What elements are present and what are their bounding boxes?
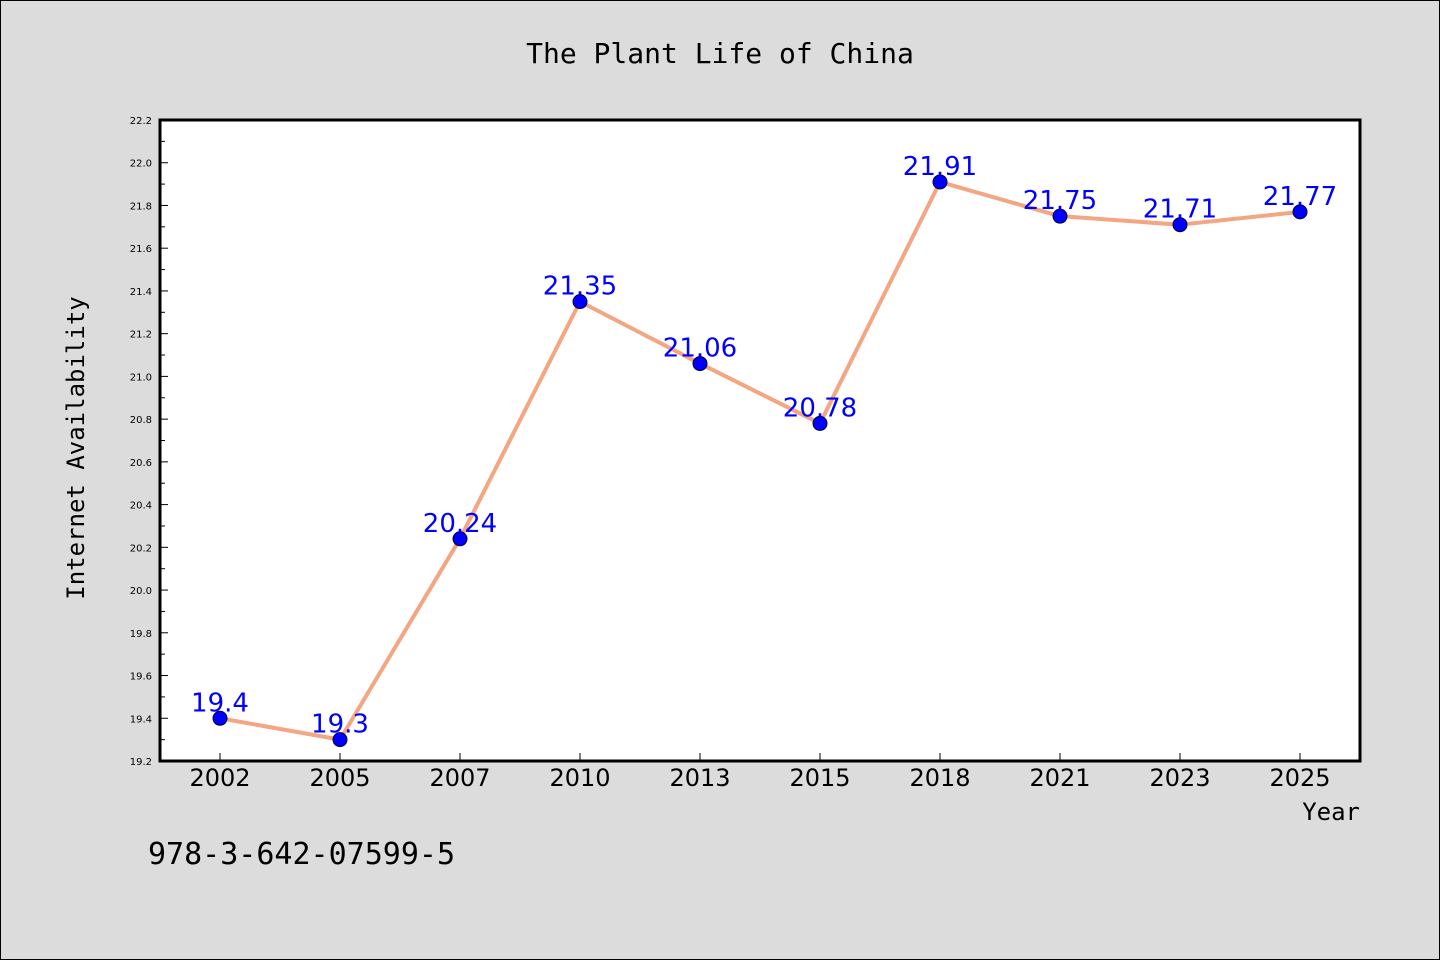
data-point (452, 531, 468, 547)
data-label: 21.35 (543, 272, 617, 302)
y-tick-label: 21.8 (130, 201, 152, 212)
x-tick-label: 2025 (1269, 764, 1330, 792)
y-tick-label: 21.6 (130, 244, 152, 255)
data-point (812, 415, 828, 431)
data-point (1292, 204, 1308, 220)
x-tick-label: 2018 (909, 764, 970, 792)
y-tick-label: 20.4 (130, 501, 152, 512)
x-tick-label: 2021 (1029, 764, 1090, 792)
y-axis-label: Internet Availability (62, 296, 90, 599)
y-tick-label: 20.0 (130, 586, 152, 597)
data-point (932, 174, 948, 190)
y-tick-label: 20.6 (130, 458, 152, 469)
y-tick-label: 20.2 (130, 543, 152, 554)
y-tick-label: 19.8 (130, 629, 152, 640)
data-label: 20.24 (423, 509, 497, 539)
series-line (218, 179, 1302, 742)
data-label: 20.78 (783, 393, 857, 423)
y-tick-label: 20.8 (130, 415, 152, 426)
y-tick-label: 22.2 (130, 116, 152, 127)
data-point (572, 294, 588, 310)
data-label: 21.06 (663, 334, 737, 364)
data-label: 21.71 (1143, 195, 1217, 225)
series-markers (212, 174, 1308, 748)
x-axis-label: Year (1302, 798, 1360, 826)
plot-area (158, 118, 1362, 763)
data-point (692, 356, 708, 372)
data-label: 19.4 (191, 688, 249, 718)
x-tick-label: 2013 (669, 764, 730, 792)
y-tick-label: 21.0 (130, 372, 152, 383)
y-tick-label: 19.2 (130, 757, 152, 768)
x-tick-label: 2015 (789, 764, 850, 792)
y-tick-label: 21.4 (130, 287, 152, 298)
data-point (212, 710, 228, 726)
data-label: 21.77 (1263, 182, 1337, 212)
y-tick-label: 22.0 (130, 159, 152, 170)
data-labels: 19.4 19.3 20.24 21.35 21.06 20.78 21.91 21.75 21… (191, 152, 1337, 740)
x-tick-label: 2010 (549, 764, 610, 792)
y-axis: 19.2 19.4 19.6 19.8 20.0 20.2 20.4 20.6 20.8 21.0… (130, 116, 168, 768)
data-point (1052, 208, 1068, 224)
data-label: 19.3 (311, 710, 369, 740)
x-tick-label: 2002 (189, 764, 250, 792)
data-point (1172, 217, 1188, 233)
data-point (332, 732, 348, 748)
data-label: 21.91 (903, 152, 977, 182)
x-tick-label: 2005 (309, 764, 370, 792)
x-axis: 2002 2005 2007 2010 2013 2015 2018 2021 2023 2025 (189, 753, 1331, 792)
y-tick-label: 21.2 (130, 330, 152, 341)
y-tick-label: 19.4 (130, 714, 152, 725)
x-tick-label: 2023 (1149, 764, 1210, 792)
chart-title: The Plant Life of China (526, 37, 914, 70)
data-label: 21.75 (1023, 186, 1097, 216)
x-tick-label: 2007 (429, 764, 490, 792)
caption-isbn: 978-3-642-07599-5 (148, 837, 455, 872)
y-tick-label: 19.6 (130, 672, 152, 683)
